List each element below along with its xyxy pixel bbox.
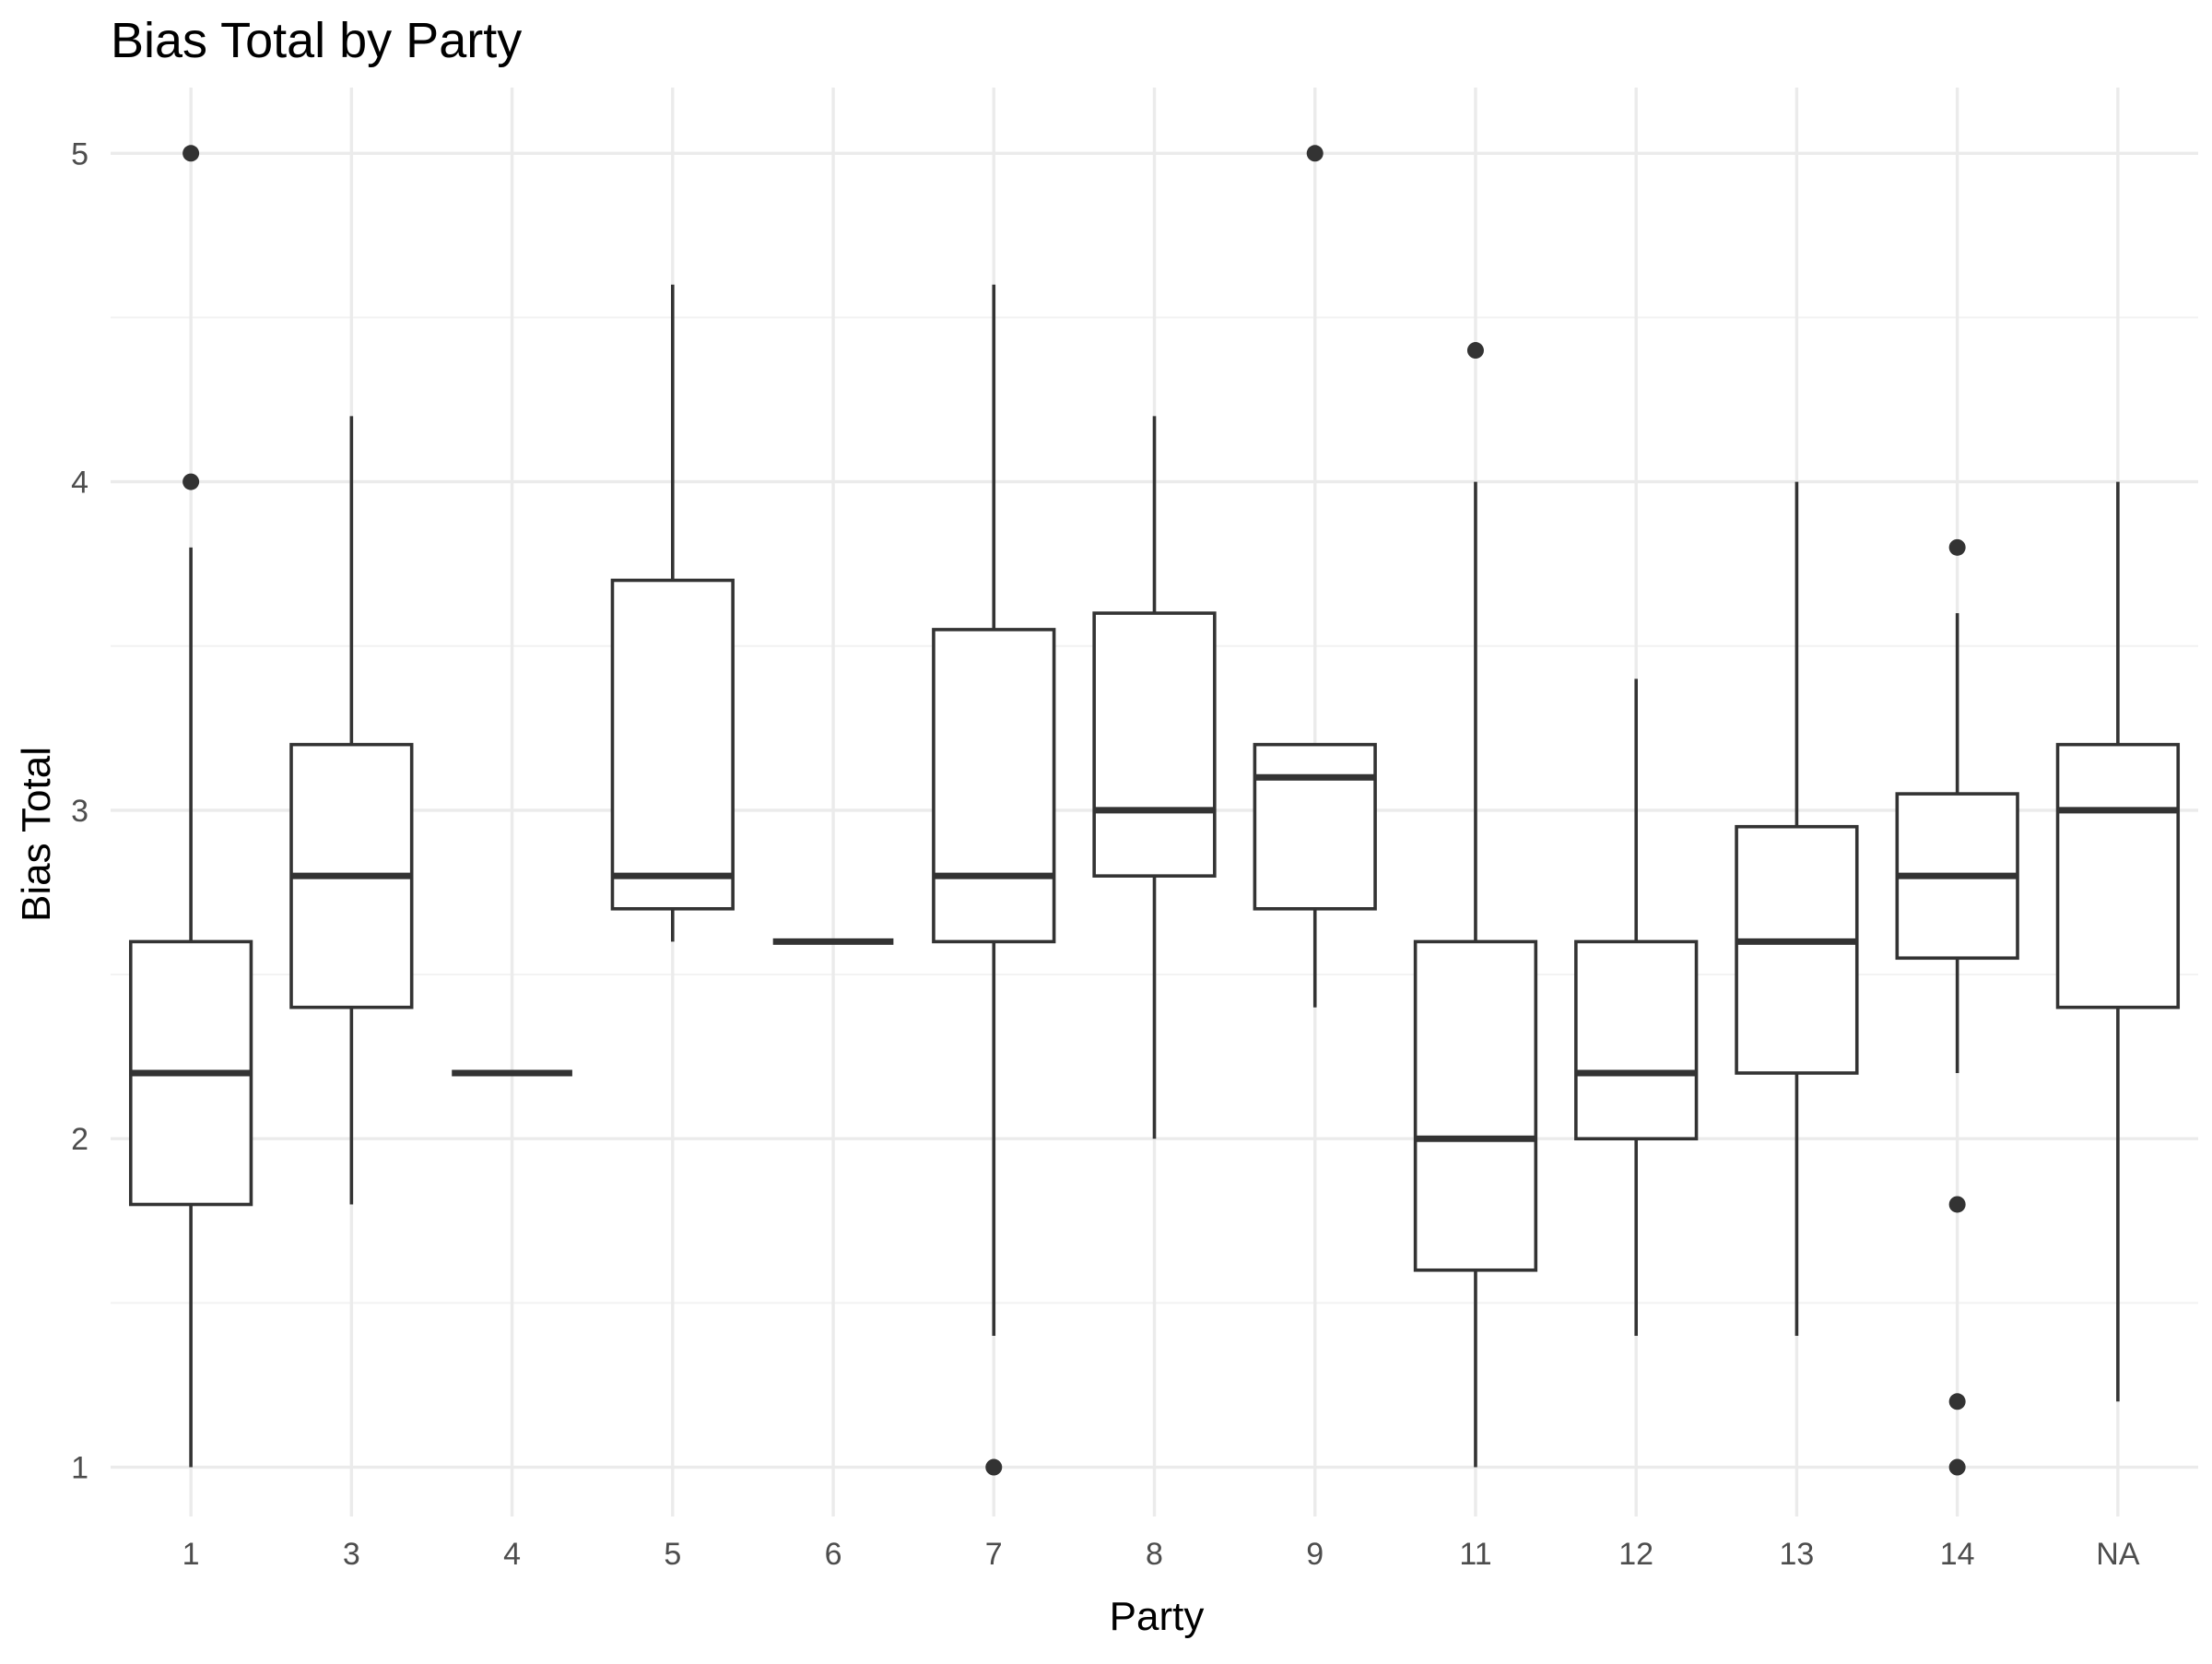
y-tick-label: 2 <box>71 1122 88 1157</box>
outlier-point <box>1948 1458 1966 1476</box>
x-tick-label: 3 <box>343 1537 360 1572</box>
box-group <box>1895 538 2019 1476</box>
box-iqr <box>610 578 735 911</box>
x-tick-label: NA <box>2096 1537 2140 1572</box>
box-iqr <box>2055 742 2181 1009</box>
outlier-point <box>182 473 200 490</box>
outlier-point <box>985 1458 1003 1476</box>
x-tick-label: 6 <box>825 1537 842 1572</box>
y-axis-title: Bias Total <box>14 747 59 922</box>
box-group <box>1574 679 1699 1337</box>
box-group <box>1735 481 1859 1337</box>
chart-title: Bias Total by Party <box>111 13 522 68</box>
box-group <box>610 284 735 942</box>
x-tick-label: 11 <box>1459 1537 1491 1572</box>
y-tick-label: 4 <box>71 466 88 501</box>
x-tick-label: 13 <box>1780 1537 1815 1572</box>
box-iqr <box>1735 824 1859 1075</box>
x-axis-title: Party <box>1110 1594 1205 1639</box>
box-layer <box>128 145 2181 1476</box>
y-tick-label: 1 <box>71 1451 88 1486</box>
box-group <box>289 416 414 1205</box>
outlier-point <box>1466 342 1484 360</box>
box-group <box>128 145 253 1468</box>
x-tick-label: 5 <box>664 1537 681 1572</box>
x-tick-label: 14 <box>1940 1537 1975 1572</box>
outlier-point <box>1948 1196 1966 1213</box>
box-group <box>1092 416 1217 1139</box>
outlier-point <box>1948 538 1966 556</box>
x-tick-label: 8 <box>1146 1537 1163 1572</box>
outlier-point <box>1948 1393 1966 1410</box>
box-iqr <box>1574 939 1699 1141</box>
x-tick-label: 1 <box>182 1537 200 1572</box>
box-iqr <box>1092 611 1217 878</box>
x-tick-label: 12 <box>1618 1537 1653 1572</box>
box-group <box>932 284 1056 1476</box>
outlier-point <box>1306 145 1324 162</box>
outlier-point <box>182 145 200 162</box>
x-tick-label: 9 <box>1306 1537 1324 1572</box>
box-iqr <box>932 628 1056 944</box>
y-tick-label: 5 <box>71 136 88 171</box>
box-group <box>1253 145 1377 1008</box>
y-tick-label: 3 <box>71 794 88 829</box>
box-group <box>2055 481 2181 1402</box>
x-tick-label: 7 <box>985 1537 1003 1572</box>
box-iqr <box>1253 742 1377 911</box>
x-tick-label: 4 <box>503 1537 521 1572</box>
box-iqr <box>1413 939 1538 1272</box>
box-group <box>1413 342 1538 1468</box>
